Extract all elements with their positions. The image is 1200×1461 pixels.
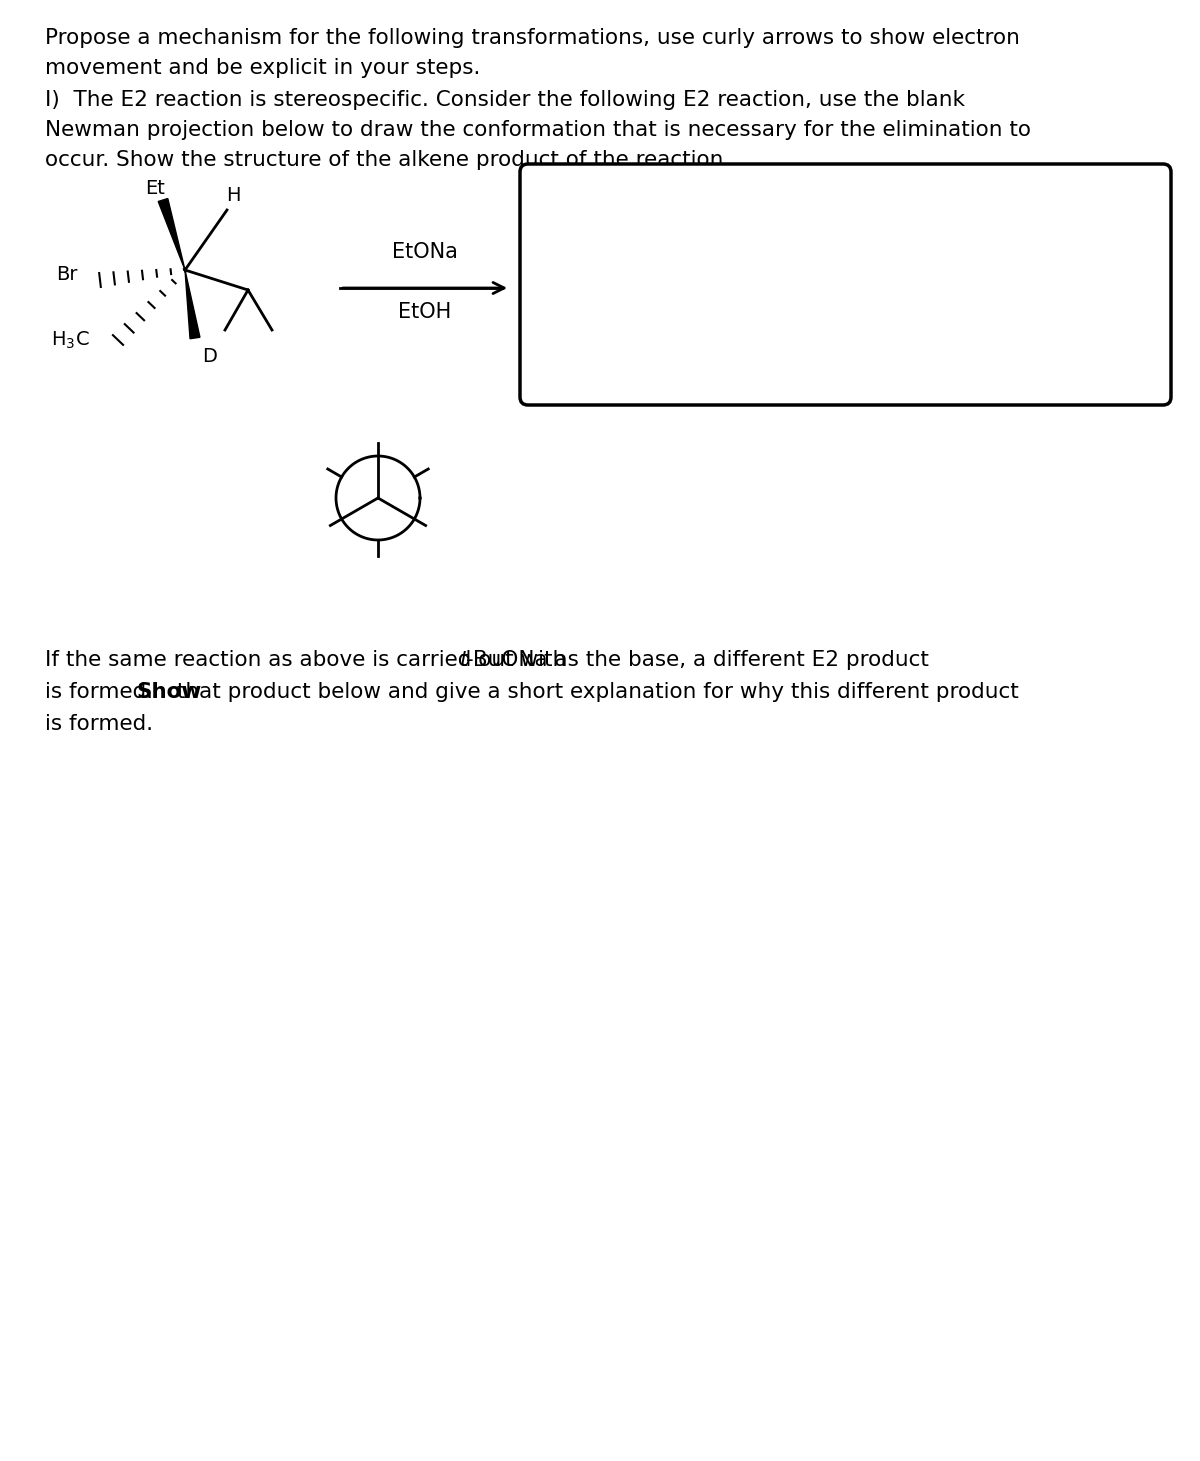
Text: Br: Br bbox=[56, 266, 78, 285]
Polygon shape bbox=[158, 199, 185, 270]
Text: is formed.: is formed. bbox=[46, 714, 154, 733]
Text: -BuONa as the base, a different E2 product: -BuONa as the base, a different E2 produ… bbox=[466, 650, 929, 671]
Text: t: t bbox=[460, 650, 468, 671]
Text: Show: Show bbox=[137, 682, 202, 701]
Text: movement and be explicit in your steps.: movement and be explicit in your steps. bbox=[46, 58, 480, 77]
Text: Propose a mechanism for the following transformations, use curly arrows to show : Propose a mechanism for the following tr… bbox=[46, 28, 1020, 48]
Text: Newman projection below to draw the conformation that is necessary for the elimi: Newman projection below to draw the conf… bbox=[46, 120, 1031, 140]
Text: EtONa: EtONa bbox=[392, 243, 458, 262]
Text: that product below and give a short explanation for why this different product: that product below and give a short expl… bbox=[169, 682, 1019, 701]
Text: EtOH: EtOH bbox=[398, 302, 451, 321]
Polygon shape bbox=[185, 270, 200, 339]
Text: is formed.: is formed. bbox=[46, 682, 160, 701]
Text: If the same reaction as above is carried out with: If the same reaction as above is carried… bbox=[46, 650, 574, 671]
Text: Et: Et bbox=[145, 180, 164, 199]
Text: occur. Show the structure of the alkene product of the reaction.: occur. Show the structure of the alkene … bbox=[46, 150, 731, 169]
Text: D: D bbox=[202, 348, 217, 367]
Text: H$_3$C: H$_3$C bbox=[52, 329, 90, 351]
Text: H: H bbox=[226, 186, 240, 205]
Text: I)  The E2 reaction is stereospecific. Consider the following E2 reaction, use t: I) The E2 reaction is stereospecific. Co… bbox=[46, 91, 965, 110]
FancyBboxPatch shape bbox=[520, 164, 1171, 405]
